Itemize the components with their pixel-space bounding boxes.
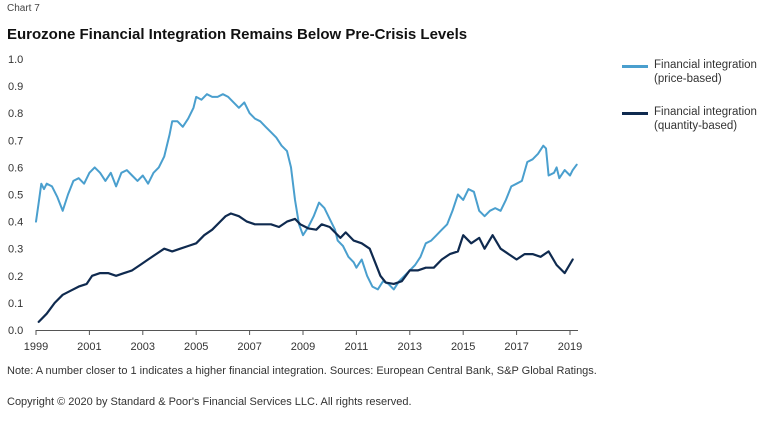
- x-tick-label: 1999: [24, 341, 48, 353]
- y-tick-label: 0.3: [8, 244, 23, 256]
- y-tick-label: 0.4: [8, 217, 23, 229]
- legend-item-price-based: Financial integration (price-based): [622, 58, 782, 86]
- y-tick-label: 0.2: [8, 271, 23, 283]
- chart-title: Eurozone Financial Integration Remains B…: [7, 26, 468, 43]
- footnote: Note: A number closer to 1 indicates a h…: [7, 365, 597, 377]
- y-tick-label: 0.5: [8, 190, 23, 202]
- legend-label-line2: (price-based): [654, 73, 722, 85]
- y-tick-label: 0.8: [8, 108, 23, 120]
- series-layer: [35, 93, 578, 323]
- x-tick-label: 2011: [345, 341, 369, 353]
- legend-label-line2: (quantity-based): [654, 120, 738, 132]
- chart-label: Chart 7: [7, 3, 40, 14]
- x-tick-label: 2019: [558, 341, 582, 353]
- legend-swatch-quantity-based: [622, 112, 648, 115]
- x-tick-label: 2017: [504, 341, 528, 353]
- series-line-price-based: [35, 93, 578, 291]
- x-tick-label: 2001: [77, 341, 101, 353]
- legend: Financial integration (price-based) Fina…: [622, 58, 782, 152]
- y-tick-label: 0.0: [8, 325, 23, 337]
- x-tick-label: 2003: [131, 341, 155, 353]
- x-axis: 1999 2001 2003 2005 2007 2009 2011 2013 2015 2017…: [24, 330, 582, 353]
- x-tick-label: 2007: [237, 341, 261, 353]
- y-tick-label: 1.0: [8, 54, 23, 66]
- x-tick-label: 2015: [451, 341, 475, 353]
- line-chart: 0.0 0.1 0.2 0.3 0.4 0.5 0.6 0.7 0.8 0.9 1.0 1999 20…: [8, 54, 582, 353]
- x-tick-label: 2013: [398, 341, 422, 353]
- y-axis: 0.0 0.1 0.2 0.3 0.4 0.5 0.6 0.7 0.8 0.9 1.0: [8, 54, 23, 337]
- y-tick-label: 0.6: [8, 162, 23, 174]
- legend-item-quantity-based: Financial integration (quantity-based): [622, 105, 782, 133]
- y-tick-label: 0.1: [8, 298, 23, 310]
- legend-label-line1: Financial integration: [654, 106, 757, 118]
- x-tick-label: 2009: [291, 341, 315, 353]
- y-tick-label: 0.9: [8, 81, 23, 93]
- copyright: Copyright © 2020 by Standard & Poor's Fi…: [7, 396, 412, 408]
- x-tick-label: 2005: [184, 341, 208, 353]
- legend-label-line1: Financial integration: [654, 59, 757, 71]
- legend-swatch-price-based: [622, 65, 648, 68]
- series-line-quantity-based: [37, 212, 574, 323]
- y-tick-label: 0.7: [8, 135, 23, 147]
